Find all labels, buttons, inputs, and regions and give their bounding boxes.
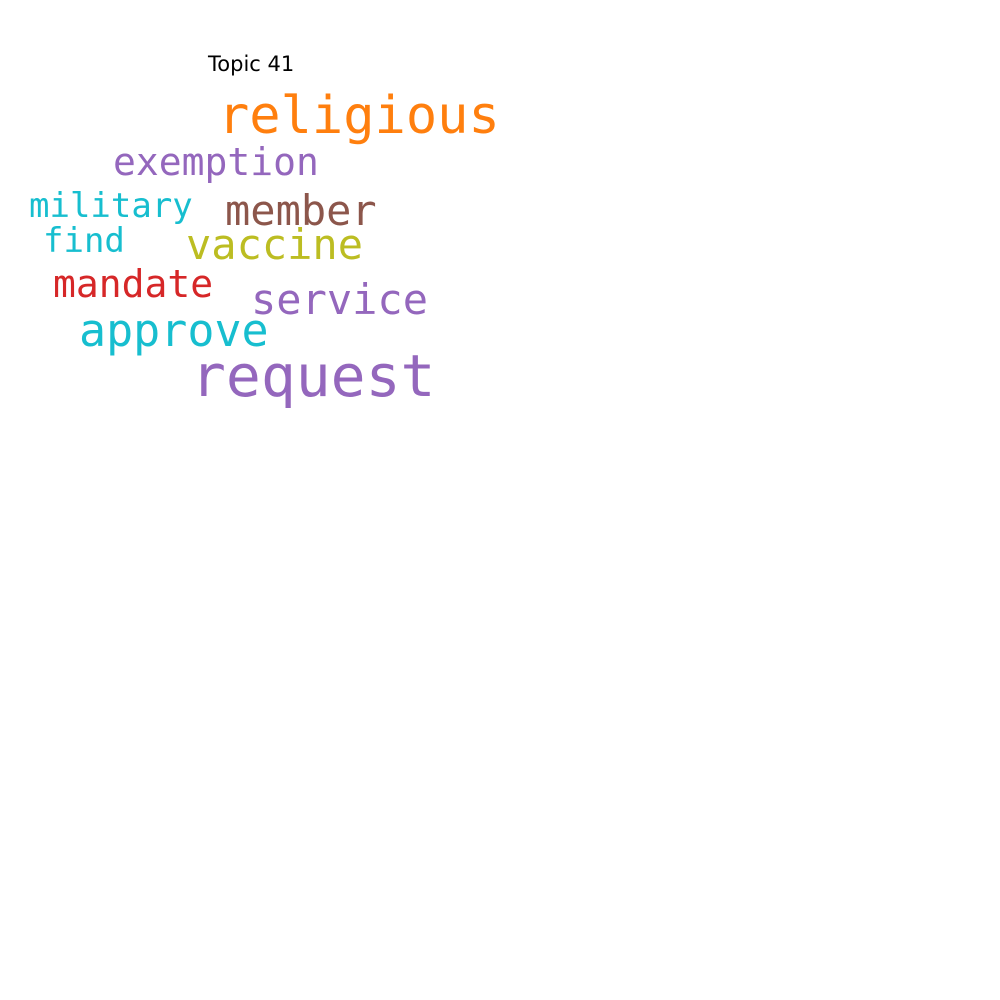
word-religious: religious bbox=[218, 86, 500, 146]
word-mandate: mandate bbox=[53, 262, 214, 306]
word-find: find bbox=[43, 221, 125, 261]
figure-title: Topic 41 bbox=[208, 52, 295, 76]
word-military: military bbox=[29, 186, 193, 226]
word-member: member bbox=[225, 186, 377, 235]
word-request: request bbox=[191, 342, 436, 410]
word-vaccine: vaccine bbox=[186, 220, 364, 269]
word-exemption: exemption bbox=[113, 140, 319, 184]
word-approve: approve bbox=[79, 304, 269, 357]
word-service: service bbox=[251, 275, 429, 324]
